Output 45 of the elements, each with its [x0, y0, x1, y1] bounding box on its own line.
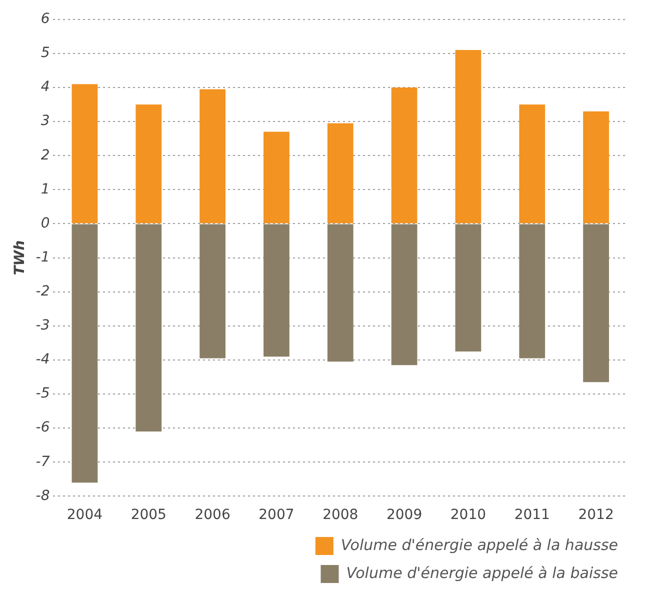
bar [583, 224, 609, 382]
y-tick-label: -2 [36, 284, 50, 300]
x-tick-label: 2009 [386, 507, 422, 524]
y-tick-label: -8 [36, 488, 50, 504]
bar [200, 89, 226, 224]
x-tick-label: 2012 [578, 507, 614, 524]
legend-label: Volume d'énergie appelé à la hausse [340, 536, 618, 554]
y-tick-label: -6 [36, 420, 50, 436]
y-tick-label: 2 [40, 147, 50, 164]
x-tick-label: 2004 [66, 507, 103, 524]
bar [136, 224, 162, 432]
bar [327, 123, 354, 224]
bar [264, 132, 290, 224]
x-tick-label: 2010 [450, 507, 486, 524]
bar [583, 111, 609, 224]
bar [519, 224, 546, 358]
bar [72, 84, 98, 224]
x-tick-label: 2008 [322, 507, 358, 524]
x-tick-label: 2007 [258, 507, 294, 524]
bar [519, 104, 546, 224]
x-tick-label: 2011 [514, 507, 550, 524]
y-tick-label: 5 [40, 45, 50, 62]
bar [264, 224, 290, 357]
bar [72, 224, 98, 483]
bar [455, 50, 482, 224]
y-tick-label: -5 [36, 386, 50, 402]
bar [455, 224, 482, 352]
y-tick-label: 0 [40, 215, 50, 232]
y-tick-label: -7 [36, 454, 50, 470]
legend-label: Volume d'énergie appelé à la baisse [346, 564, 618, 582]
bar [391, 88, 418, 224]
y-tick-label: 4 [40, 79, 50, 96]
y-tick-label: -3 [36, 318, 50, 334]
bar [200, 224, 226, 358]
y-axis-title: TWh [12, 240, 28, 276]
bar [136, 104, 162, 224]
y-tick-label: 6 [40, 11, 50, 28]
bar [391, 224, 418, 366]
x-tick-label: 2006 [194, 507, 230, 524]
y-tick-label: -4 [36, 352, 50, 368]
x-tick-label: 2005 [130, 507, 166, 524]
y-tick-label: 3 [40, 113, 50, 130]
y-tick-label: -1 [36, 249, 50, 266]
bar [327, 224, 354, 362]
y-tick-label: 1 [40, 181, 50, 198]
